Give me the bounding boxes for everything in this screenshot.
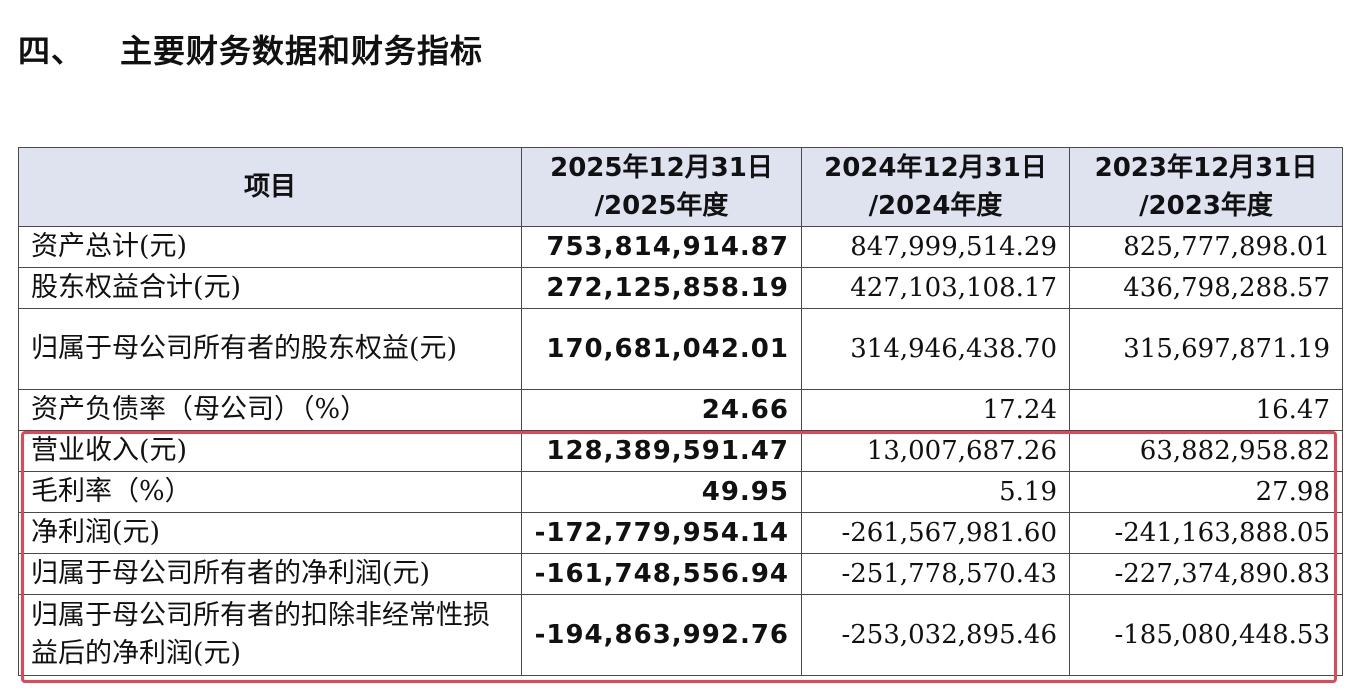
value-2023: -227,374,890.83 bbox=[1069, 553, 1343, 595]
value-2025: 128,389,591.47 bbox=[521, 430, 802, 472]
row-label: 归属于母公司所有者的净利润(元) bbox=[18, 553, 522, 595]
table-row: 资产总计(元) 753,814,914.87 847,999,514.29 82… bbox=[18, 226, 1343, 268]
value-2024: 17.24 bbox=[801, 389, 1070, 431]
row-label: 归属于母公司所有者的股东权益(元) bbox=[18, 308, 522, 390]
value-2025: -172,779,954.14 bbox=[521, 512, 802, 554]
value-2023: 16.47 bbox=[1069, 389, 1343, 431]
table-row: 归属于母公司所有者的净利润(元) -161,748,556.94 -251,77… bbox=[18, 553, 1343, 595]
value-2023: 436,798,288.57 bbox=[1069, 267, 1343, 309]
table-row: 资产负债率（母公司）（%） 24.66 17.24 16.47 bbox=[18, 389, 1343, 431]
table-row: 股东权益合计(元) 272,125,858.19 427,103,108.17 … bbox=[18, 267, 1343, 309]
value-2025: 49.95 bbox=[521, 471, 802, 513]
value-2024: 314,946,438.70 bbox=[801, 308, 1070, 390]
table-header-row: 项目 2025年12月31日/2025年度 2024年12月31日/2024年度… bbox=[18, 147, 1343, 227]
row-label: 股东权益合计(元) bbox=[18, 267, 522, 309]
header-2024: 2024年12月31日/2024年度 bbox=[801, 147, 1070, 227]
value-2024: -251,778,570.43 bbox=[801, 553, 1070, 595]
value-2024: 5.19 bbox=[801, 471, 1070, 513]
value-2025: 24.66 bbox=[521, 389, 802, 431]
value-2024: 847,999,514.29 bbox=[801, 226, 1070, 268]
value-2023: -241,163,888.05 bbox=[1069, 512, 1343, 554]
table-row: 毛利率（%） 49.95 5.19 27.98 bbox=[18, 471, 1343, 513]
table-row: 归属于母公司所有者的股东权益(元) 170,681,042.01 314,946… bbox=[18, 308, 1343, 390]
value-2024: 427,103,108.17 bbox=[801, 267, 1070, 309]
header-2025: 2025年12月31日/2025年度 bbox=[521, 147, 802, 227]
table-row: 净利润(元) -172,779,954.14 -261,567,981.60 -… bbox=[18, 512, 1343, 554]
table-row: 归属于母公司所有者的扣除非经常性损益后的净利润(元) -194,863,992.… bbox=[18, 594, 1343, 676]
row-label: 净利润(元) bbox=[18, 512, 522, 554]
value-2023: 315,697,871.19 bbox=[1069, 308, 1343, 390]
value-2023: 63,882,958.82 bbox=[1069, 430, 1343, 472]
row-label: 资产负债率（母公司）（%） bbox=[18, 389, 522, 431]
value-2025: -161,748,556.94 bbox=[521, 553, 802, 595]
section-title: 四、 主要财务数据和财务指标 bbox=[18, 26, 483, 72]
financial-data-table: 项目 2025年12月31日/2025年度 2024年12月31日/2024年度… bbox=[18, 147, 1343, 676]
value-2024: -261,567,981.60 bbox=[801, 512, 1070, 554]
value-2024: 13,007,687.26 bbox=[801, 430, 1070, 472]
table-row: 营业收入(元) 128,389,591.47 13,007,687.26 63,… bbox=[18, 430, 1343, 472]
value-2024: -253,032,895.46 bbox=[801, 594, 1070, 676]
row-label: 归属于母公司所有者的扣除非经常性损益后的净利润(元) bbox=[18, 594, 522, 676]
row-label: 毛利率（%） bbox=[18, 471, 522, 513]
value-2025: 170,681,042.01 bbox=[521, 308, 802, 390]
row-label: 营业收入(元) bbox=[18, 430, 522, 472]
value-2023: 27.98 bbox=[1069, 471, 1343, 513]
section-heading: 主要财务数据和财务指标 bbox=[120, 32, 484, 70]
row-label: 资产总计(元) bbox=[18, 226, 522, 268]
value-2025: -194,863,992.76 bbox=[521, 594, 802, 676]
header-2023: 2023年12月31日/2023年度 bbox=[1069, 147, 1343, 227]
value-2025: 753,814,914.87 bbox=[521, 226, 802, 268]
value-2023: 825,777,898.01 bbox=[1069, 226, 1343, 268]
value-2023: -185,080,448.53 bbox=[1069, 594, 1343, 676]
section-number: 四、 bbox=[18, 32, 85, 70]
value-2025: 272,125,858.19 bbox=[521, 267, 802, 309]
header-item: 项目 bbox=[18, 147, 522, 227]
